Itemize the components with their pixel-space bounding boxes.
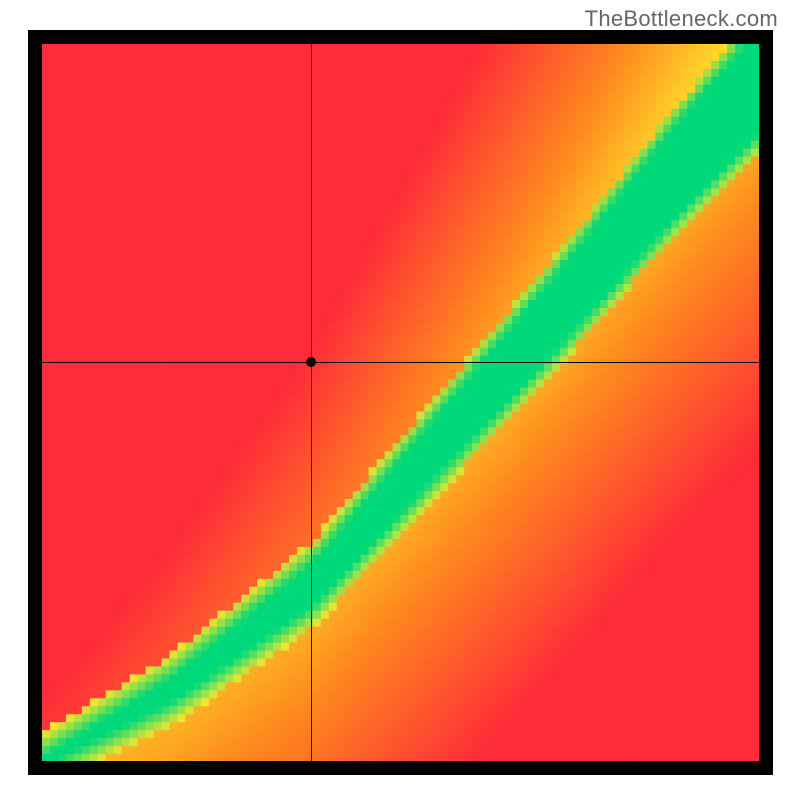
crosshair-vertical (311, 44, 312, 761)
crosshair-marker (306, 357, 316, 367)
chart-container: TheBottleneck.com (0, 0, 800, 800)
plot-frame (28, 30, 773, 775)
heatmap-canvas (42, 44, 759, 761)
crosshair-horizontal (42, 362, 759, 363)
watermark-text: TheBottleneck.com (585, 6, 778, 32)
